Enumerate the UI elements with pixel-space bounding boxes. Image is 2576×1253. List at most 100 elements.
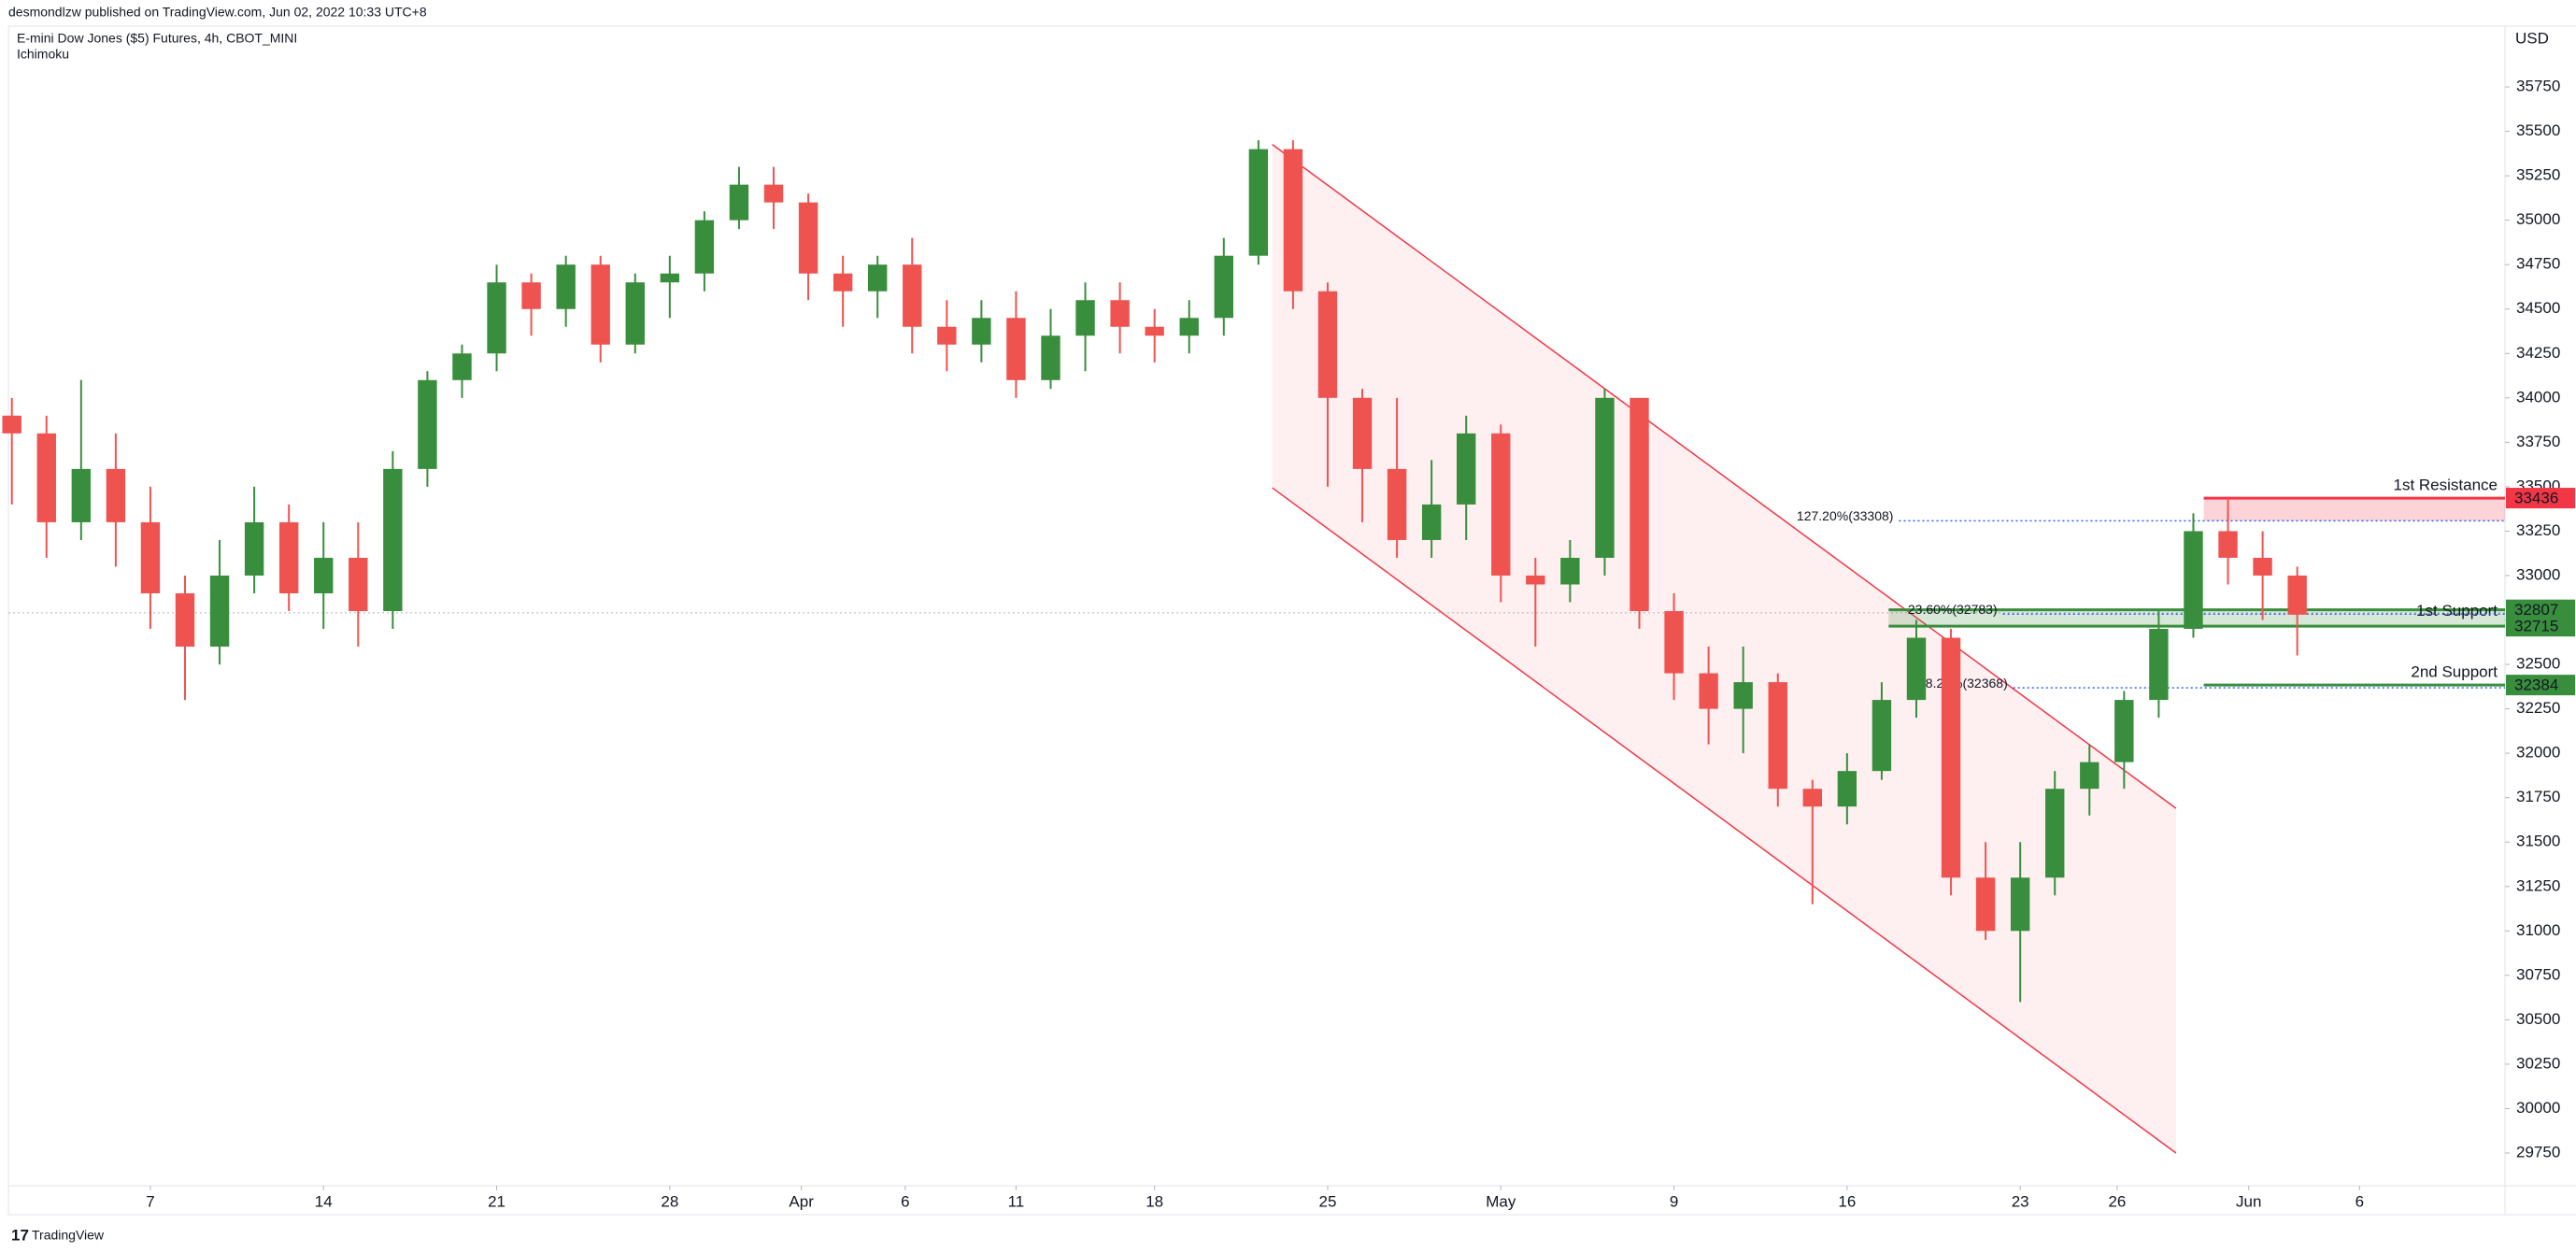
price-badge xyxy=(2506,488,2575,509)
y-tick-label: 32500 xyxy=(2516,655,2560,673)
candle-body xyxy=(660,273,680,283)
price-badge xyxy=(2506,675,2575,696)
fib-label: 127.20%(33308) xyxy=(1797,508,1894,523)
y-tick-label: 35250 xyxy=(2516,166,2560,184)
price-badge-label: 33436 xyxy=(2514,490,2558,507)
price-badge-label: 32384 xyxy=(2514,676,2558,694)
candle-body xyxy=(2218,531,2238,558)
candle-body xyxy=(1214,255,1233,319)
resistance-label: 1st Resistance xyxy=(2394,477,2498,494)
candle-body xyxy=(2,415,21,434)
y-tick-label: 30750 xyxy=(2516,965,2560,983)
x-tick-label: 6 xyxy=(2355,1192,2364,1210)
candle-body xyxy=(1630,397,1649,612)
candle-body xyxy=(2149,629,2169,701)
candle-body xyxy=(1075,300,1095,336)
candle-body xyxy=(591,264,610,345)
x-tick-label: 6 xyxy=(901,1192,909,1210)
candle-body xyxy=(106,468,126,522)
candle-body xyxy=(2287,575,2307,615)
candle-body xyxy=(1975,877,1996,932)
x-tick-label: 25 xyxy=(1319,1192,1337,1210)
candle-body xyxy=(521,282,541,309)
candle-body xyxy=(383,468,403,612)
y-tick-label: 35000 xyxy=(2516,210,2560,228)
candle-body xyxy=(694,220,715,274)
candle-body xyxy=(2045,789,2065,878)
resistance-zone xyxy=(2203,498,2505,521)
y-tick-label: 34250 xyxy=(2516,344,2560,362)
candle-body xyxy=(1387,468,1407,540)
candle-body xyxy=(1526,575,1545,585)
x-tick-label: 21 xyxy=(488,1192,505,1210)
candle-body xyxy=(175,592,195,648)
price-badge-label: 32715 xyxy=(2514,618,2558,635)
price-badge xyxy=(2506,616,2575,637)
x-tick-label: 9 xyxy=(1670,1192,1678,1210)
y-tick-label: 32250 xyxy=(2516,699,2560,717)
y-tick-label: 30500 xyxy=(2516,1010,2560,1028)
candle-body xyxy=(418,379,437,469)
candle-body xyxy=(1421,504,1442,540)
candle-body xyxy=(349,557,368,612)
x-tick-label: 26 xyxy=(2108,1192,2126,1210)
candle-body xyxy=(903,264,922,327)
candle-body xyxy=(2184,531,2203,630)
candle-body xyxy=(278,521,299,593)
y-tick-label: 31250 xyxy=(2516,876,2560,894)
candle-body xyxy=(868,264,888,292)
y-tick-label: 31000 xyxy=(2516,921,2560,939)
candle-body xyxy=(1595,397,1615,558)
candle-body xyxy=(729,184,749,221)
y-tick-label: 34500 xyxy=(2516,299,2560,317)
candle-body xyxy=(1283,149,1303,292)
y-tick-label: 35500 xyxy=(2516,121,2560,139)
candle-body xyxy=(2010,877,2030,932)
currency: USD xyxy=(2515,29,2549,47)
candle-body xyxy=(972,318,991,345)
x-tick-label: 28 xyxy=(661,1192,678,1210)
x-tick-label: 7 xyxy=(146,1192,154,1210)
candle-body xyxy=(1837,771,1857,807)
candle-body xyxy=(1041,335,1060,380)
x-tick-label: 18 xyxy=(1146,1192,1163,1210)
candle-body xyxy=(1872,700,1892,772)
candle-body xyxy=(1179,318,1199,336)
x-tick-label: May xyxy=(1486,1192,1516,1210)
y-tick-label: 33250 xyxy=(2516,521,2560,539)
y-tick-label: 33000 xyxy=(2516,565,2560,583)
candle-body xyxy=(36,433,56,522)
channel-upper xyxy=(1272,144,2177,809)
candle-body xyxy=(209,575,230,648)
price-badge xyxy=(2506,599,2575,620)
candle-body xyxy=(1941,637,1961,878)
y-tick-label: 34000 xyxy=(2516,388,2560,406)
y-tick-label: 30250 xyxy=(2516,1054,2560,1072)
candle-body xyxy=(1317,291,1338,398)
candle-body xyxy=(1560,557,1580,585)
support2-label: 2nd Support xyxy=(2411,663,2498,681)
candle-body xyxy=(1664,611,1684,674)
candle-body xyxy=(1768,682,1787,790)
candle-body xyxy=(140,521,161,593)
candle-body xyxy=(1457,433,1476,505)
x-tick-label: 14 xyxy=(315,1192,333,1210)
candle-body xyxy=(1733,682,1753,709)
candle-body xyxy=(1006,318,1026,380)
price-badge-label: 32807 xyxy=(2514,601,2558,619)
candle-body xyxy=(833,273,853,292)
y-tick-label: 30000 xyxy=(2516,1099,2560,1117)
candle-body xyxy=(487,282,506,354)
y-tick-label: 29750 xyxy=(2516,1143,2560,1160)
indicator: Ichimoku xyxy=(17,47,69,62)
chart-title: E-mini Dow Jones ($5) Futures, 4h, CBOT_… xyxy=(17,31,297,46)
channel-fill xyxy=(1272,144,2176,1154)
x-tick-label: Apr xyxy=(789,1192,814,1210)
candle-body xyxy=(937,326,957,345)
candle-body xyxy=(763,184,784,203)
candle-body xyxy=(1145,326,1164,336)
x-tick-label: Jun xyxy=(2236,1192,2261,1210)
candle-body xyxy=(798,202,818,274)
candle-body xyxy=(1110,300,1130,327)
